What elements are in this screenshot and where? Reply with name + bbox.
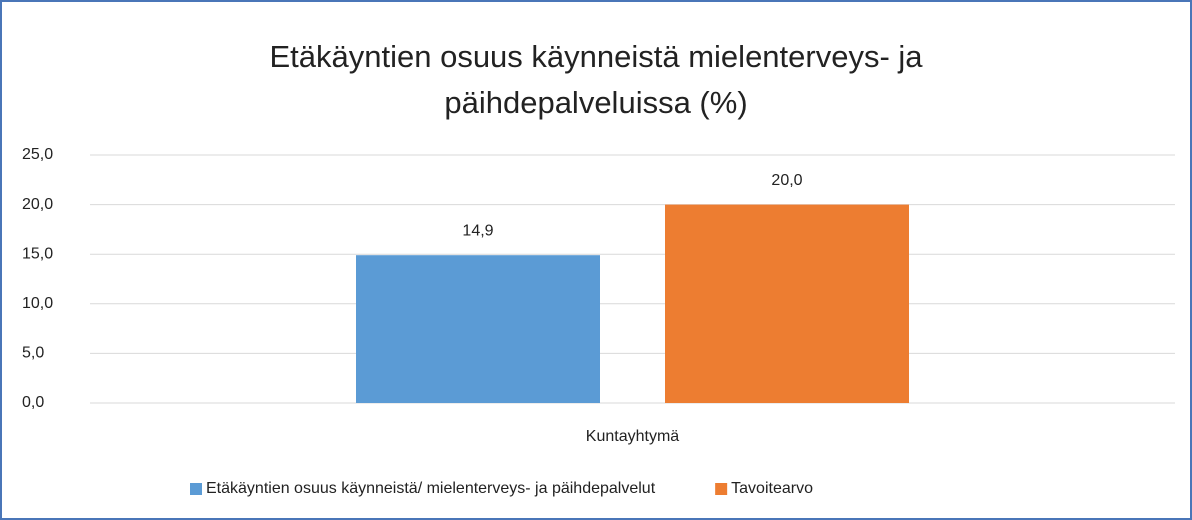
legend-swatch — [715, 483, 728, 495]
bar — [665, 204, 909, 403]
y-tick-label: 10,0 — [22, 295, 53, 312]
y-tick-label: 5,0 — [22, 345, 44, 362]
chart-title: Etäkäyntien osuus käynneistä mielenterve… — [269, 39, 923, 120]
legend-label: Tavoitearvo — [731, 480, 813, 497]
legend-label: Etäkäyntien osuus käynneistä/ mielenterv… — [206, 480, 656, 497]
data-label: 14,9 — [462, 222, 493, 239]
legend-swatch — [190, 483, 202, 495]
y-tick-label: 0,0 — [22, 394, 44, 411]
y-tick-label: 25,0 — [22, 146, 53, 163]
x-tick-label: Kuntayhtymä — [586, 428, 679, 445]
y-tick-label: 20,0 — [22, 196, 53, 213]
data-label: 20,0 — [771, 172, 802, 189]
bar — [356, 255, 600, 403]
y-tick-label: 15,0 — [22, 245, 53, 262]
